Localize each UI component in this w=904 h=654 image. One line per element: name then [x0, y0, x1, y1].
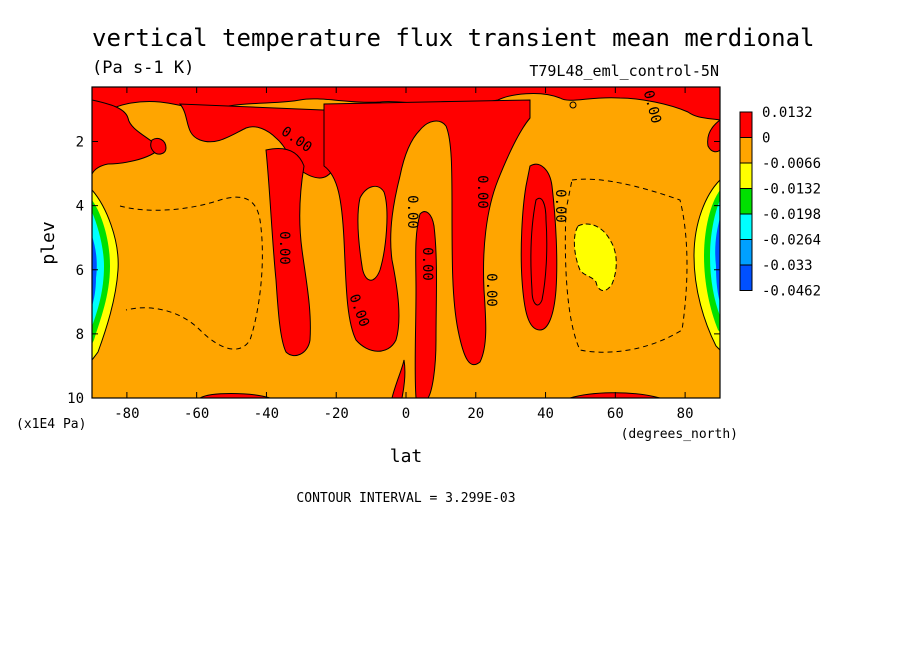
- colorbar-label: 0: [762, 131, 770, 147]
- yellow-region-center: [573, 223, 617, 291]
- contour-label-7: 0.00: [483, 273, 499, 307]
- y-tick-label: 4: [76, 199, 84, 215]
- contour-label-4: 0.00: [404, 195, 420, 229]
- colorbar-label: -0.0066: [762, 156, 821, 172]
- x-tick-label: -60: [184, 406, 209, 422]
- chart-units: (Pa s-1 K): [92, 58, 194, 78]
- y-tick-label: 2: [76, 135, 84, 151]
- colorbar-label: -0.0264: [762, 233, 821, 249]
- positive-region-column-5: [520, 163, 558, 331]
- contour-label-text: 0.00: [552, 189, 568, 223]
- contour-interval-text: CONTOUR INTERVAL = 3.299E-03: [296, 491, 515, 506]
- x-tick-label: 20: [467, 406, 484, 422]
- background-hole-1: [357, 185, 388, 281]
- colorbar-label: -0.033: [762, 258, 813, 274]
- colorbar-label: -0.0462: [762, 284, 821, 300]
- y-tick-label: 8: [76, 327, 84, 343]
- positive-region-column-2: [265, 148, 311, 356]
- positive-region-minus70: [150, 137, 167, 155]
- x-tick-label: -40: [254, 406, 279, 422]
- positive-region-core: [530, 197, 548, 306]
- x-tick-label: 80: [677, 406, 694, 422]
- colorbar-swatch: [739, 188, 753, 215]
- x-tick-label: 40: [537, 406, 554, 422]
- x-axis: -80 -60 -40 -20 0 20 40 60 80: [114, 87, 694, 422]
- y-axis-label: plev: [38, 221, 59, 264]
- small-contour-ring: [569, 101, 577, 109]
- x-tick-label: 60: [607, 406, 624, 422]
- dashed-contour-left: [119, 196, 263, 350]
- plot-area: 0.00 0.00 0.00 0.00 0.00 0.00 0.00 0.00 …: [92, 87, 720, 398]
- contour-label-2: 0.00: [276, 231, 292, 265]
- contour-label-text: 0.00: [404, 195, 420, 229]
- colorbar-swatch: [739, 111, 753, 138]
- x-tick-label: 0: [402, 406, 410, 422]
- y-tick-label: 6: [76, 263, 84, 279]
- positive-region-column-4: [414, 211, 437, 398]
- contour-label-text: 0.00: [276, 231, 292, 265]
- positive-region-right: [707, 119, 720, 153]
- colorbar: 0.0132 0 -0.0066 -0.0132 -0.0198 -0.0264 -0.03…: [739, 105, 821, 300]
- cyan-region-left: [92, 212, 104, 326]
- x-axis-label: lat: [390, 446, 423, 467]
- contour-label-text: 0.00: [474, 175, 490, 209]
- colorbar-label: -0.0132: [762, 182, 821, 198]
- contour-label-6: 0.00: [474, 175, 490, 209]
- x-tick-label: -20: [324, 406, 349, 422]
- colorbar-label: -0.0198: [762, 207, 821, 223]
- x-tick-label: -80: [114, 406, 139, 422]
- chart-dataset: T79L48_eml_control-5N: [529, 62, 719, 80]
- colorbar-swatch: [739, 264, 753, 291]
- positive-region-column-3: [323, 99, 531, 366]
- colorbar-swatch: [739, 239, 753, 266]
- y-tick-label: 10: [67, 391, 84, 407]
- colorbar-swatch: [739, 213, 753, 240]
- colorbar-label: 0.0132: [762, 105, 813, 121]
- contour-label-5: 0.00: [419, 247, 435, 281]
- chart-title: vertical temperature flux transient mean…: [92, 24, 814, 52]
- contour-label-text: 0.00: [419, 247, 435, 281]
- dashed-contour-right: [564, 178, 688, 353]
- y-units-label: (x1E4 Pa): [16, 417, 86, 432]
- positive-region-bottom-3: [391, 359, 406, 398]
- blue-region-right: [715, 218, 720, 302]
- y-axis: 2 4 6 8 10: [67, 135, 720, 407]
- blue-region-left: [92, 236, 97, 306]
- contour-label-8: 0.00: [552, 189, 568, 223]
- colorbar-swatch: [739, 137, 753, 164]
- contour-label-text: 0.00: [483, 273, 499, 307]
- colorbar-swatch: [739, 162, 753, 189]
- x-units-label: (degrees_north): [621, 427, 738, 442]
